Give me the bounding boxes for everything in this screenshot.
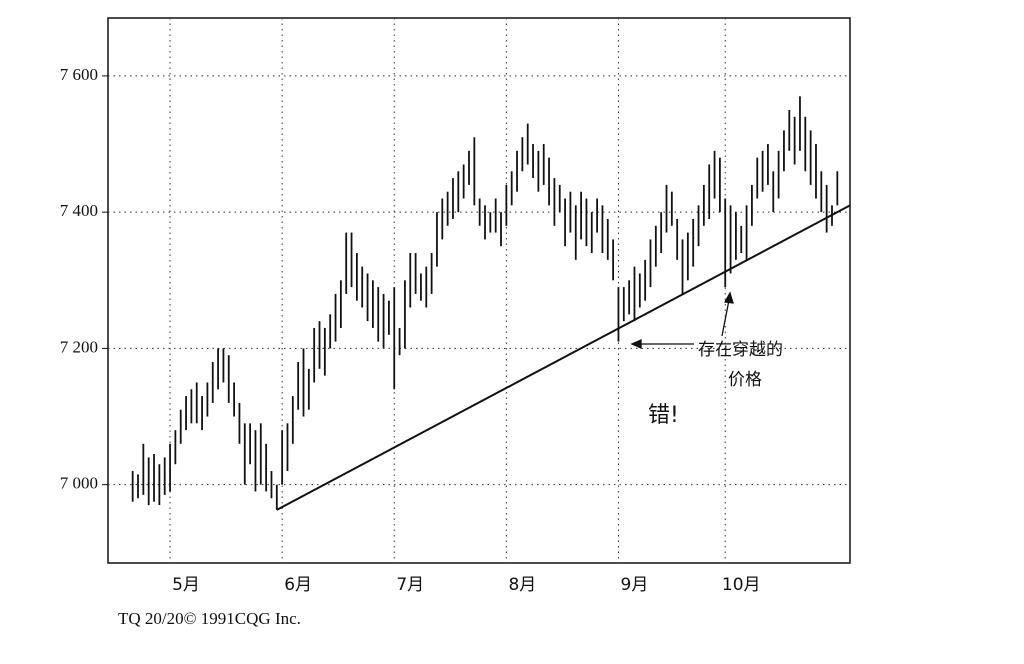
arrow-head <box>723 291 734 304</box>
arrow <box>721 299 730 337</box>
y-tick-label: 7 200 <box>60 337 98 356</box>
arrows <box>630 291 734 350</box>
arrow-head <box>630 338 642 350</box>
y-tick-label: 7 400 <box>60 201 98 220</box>
annotation: 错! <box>648 403 679 428</box>
x-tick-label: 10月 <box>722 575 761 595</box>
y-tick-label: 7 000 <box>60 474 98 493</box>
x-tick-label: 7月 <box>396 575 424 595</box>
annotation: 存在穿越的 <box>698 340 783 360</box>
x-tick-label: 9月 <box>621 575 649 595</box>
annotation: 价格 <box>728 370 762 390</box>
plot-frame <box>107 17 851 564</box>
x-tick-label: 5月 <box>172 575 200 595</box>
x-tick-label: 8月 <box>508 575 536 595</box>
trendline <box>276 204 851 511</box>
y-tick-label: 7 600 <box>60 65 98 84</box>
footer: TQ 20/20© 1991CQG Inc. <box>118 609 301 628</box>
x-tick-label: 6月 <box>284 575 312 595</box>
